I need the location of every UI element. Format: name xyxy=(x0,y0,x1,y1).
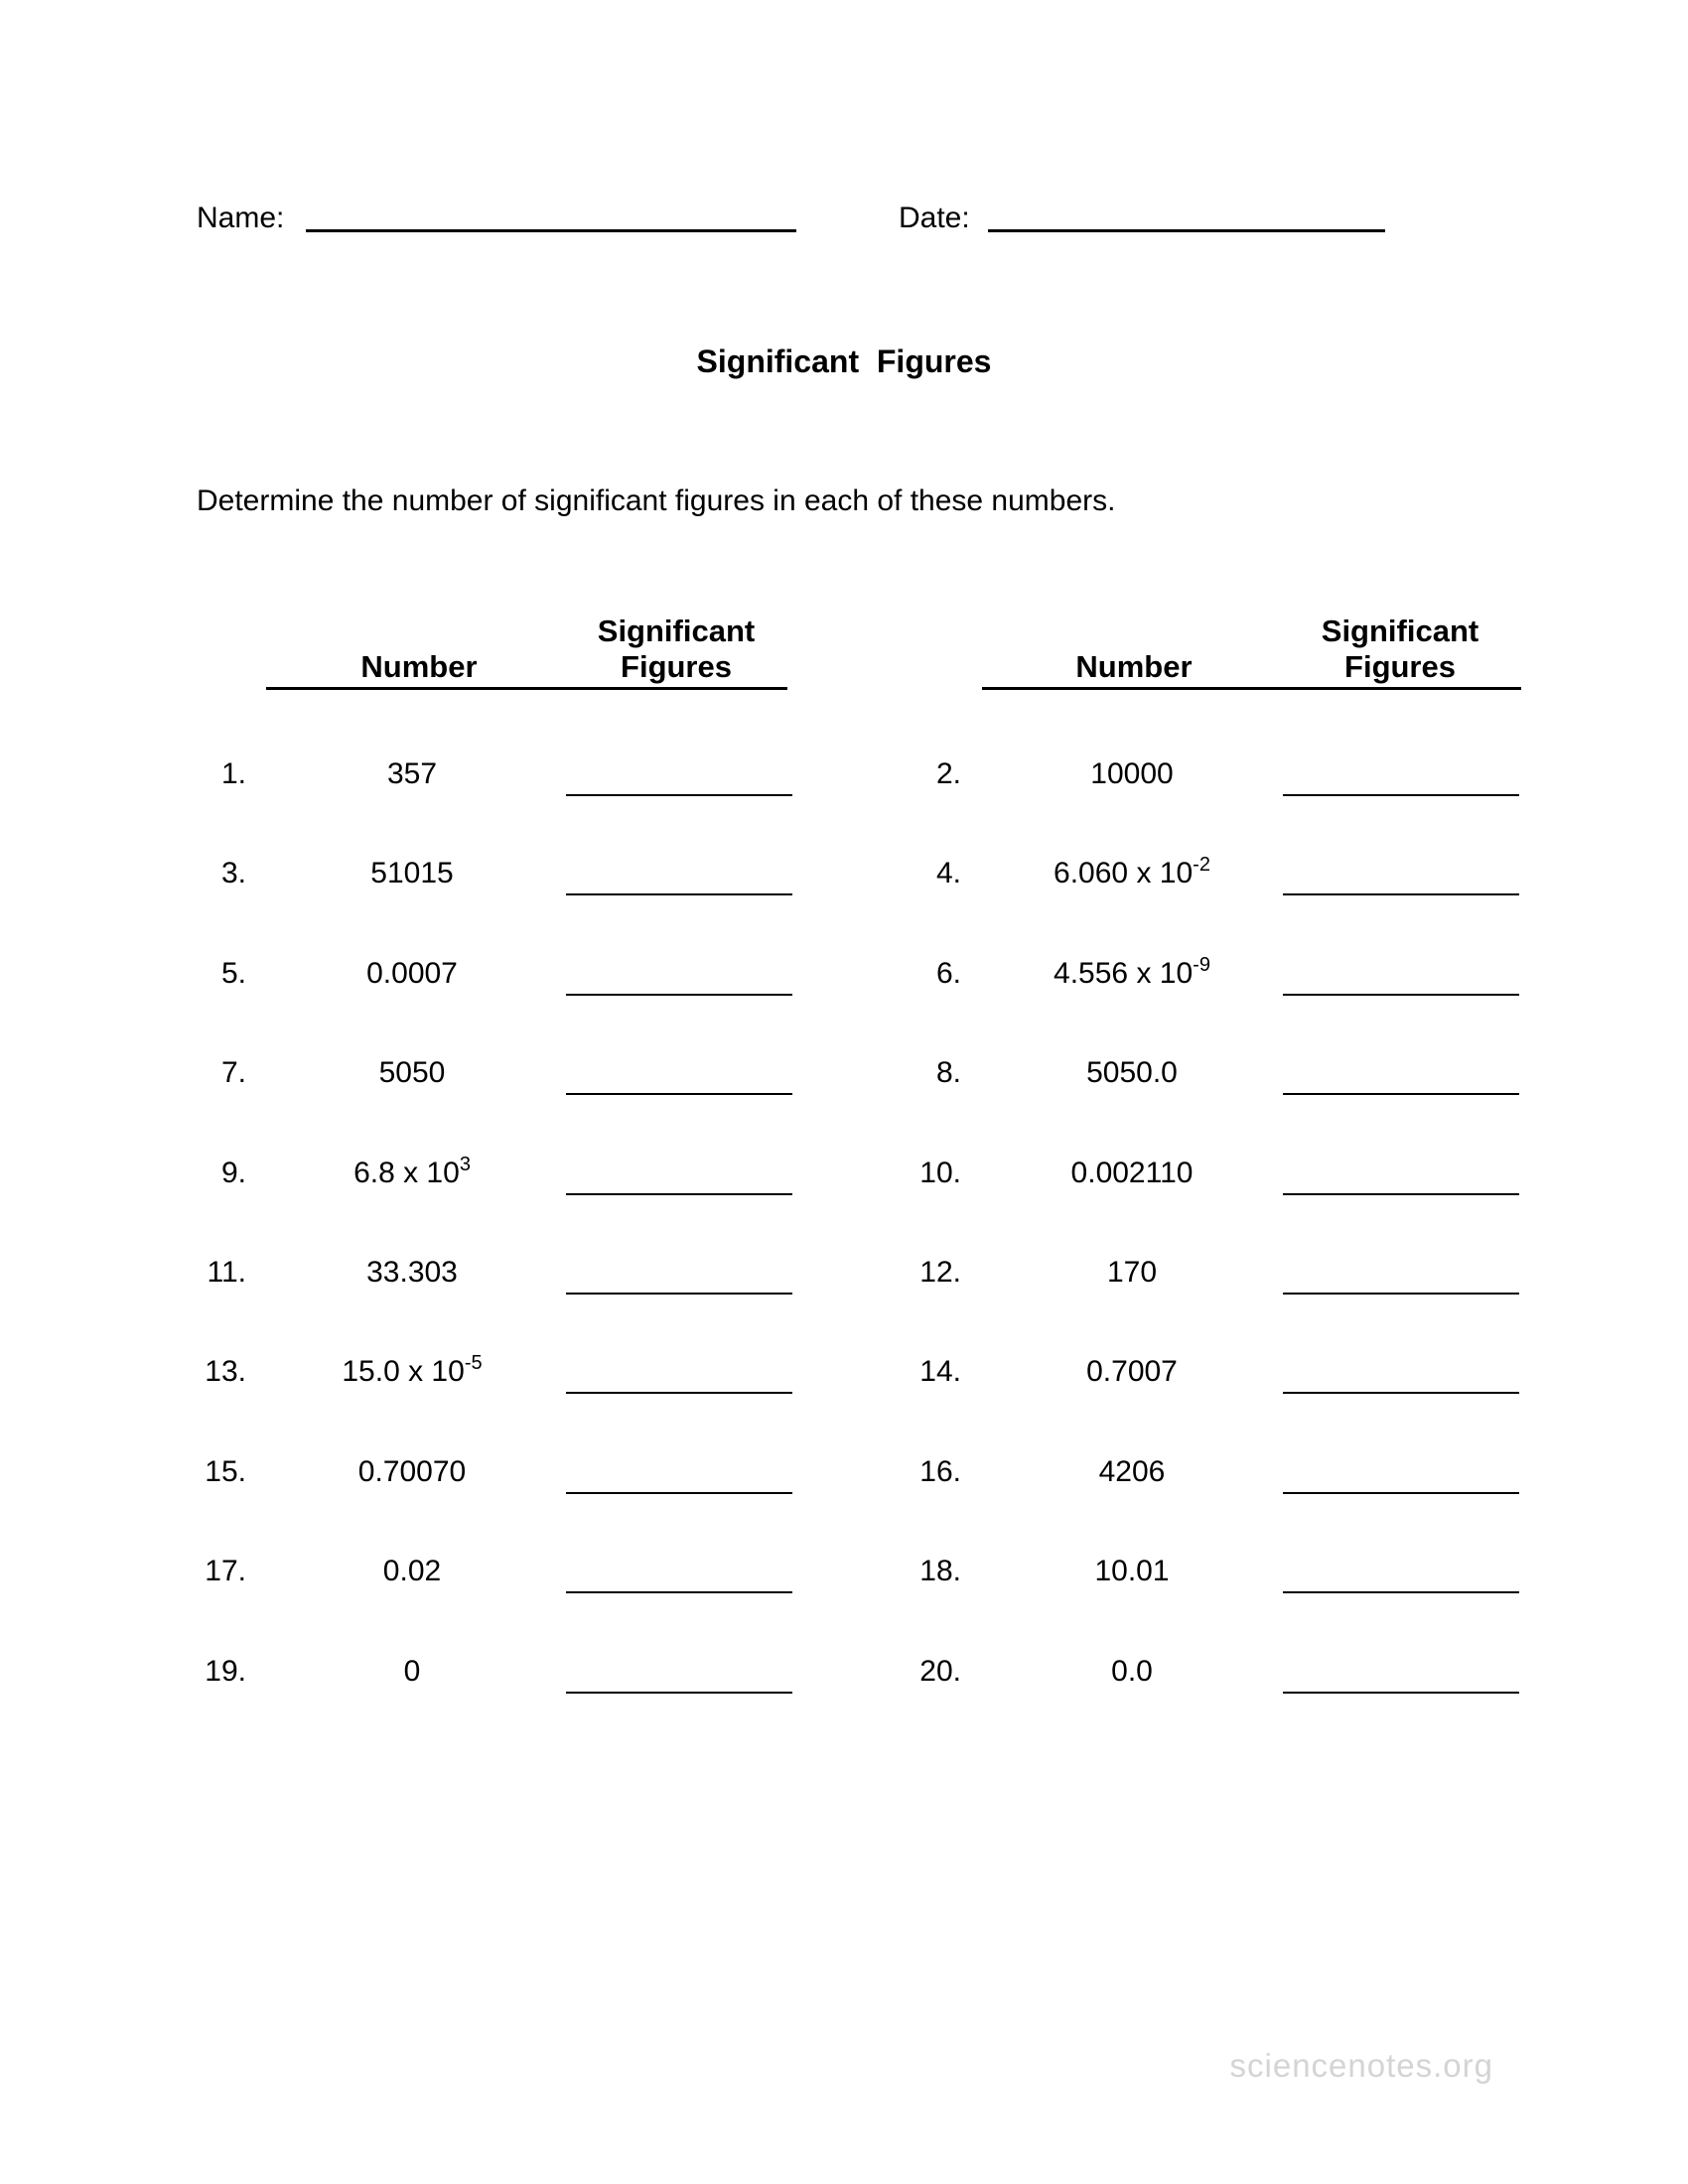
question-value: 10.01 xyxy=(1094,1555,1170,1588)
question-number: 12. xyxy=(919,1255,961,1289)
watermark-sciencenotes: sciencenotes.org xyxy=(1229,2047,1493,2084)
left-sigfig-header-line2: Figures xyxy=(621,649,732,684)
question-row-17-18: 17. 0.02 18. 10.01 xyxy=(0,1550,1688,1649)
answer-blank xyxy=(1283,1292,1519,1295)
question-value: 170 xyxy=(1106,1255,1158,1289)
answer-blank xyxy=(1283,1591,1519,1594)
question-number: 18. xyxy=(919,1555,961,1588)
right-header-rule xyxy=(982,687,1521,690)
answer-blank xyxy=(566,1192,792,1195)
question-value: 0.02 xyxy=(382,1555,442,1588)
left-header-rule xyxy=(266,687,787,690)
question-value: 0.0 xyxy=(1111,1654,1153,1688)
answer-blank xyxy=(1283,794,1519,796)
question-number: 1. xyxy=(220,757,246,790)
question-value: 33.303 xyxy=(366,1255,458,1289)
question-row-15-16: 15. 0.70070 16. 4206 xyxy=(0,1450,1688,1550)
question-value: 0.002110 xyxy=(1070,1156,1194,1189)
question-value: 10000 xyxy=(1090,757,1174,790)
question-row-11-12: 11. 33.303 12. 170 xyxy=(0,1251,1688,1350)
answer-blank xyxy=(566,893,792,896)
question-row-9-10: 9. 6.8 x 103 10. 0.002110 xyxy=(0,1152,1688,1251)
question-number: 19. xyxy=(205,1654,246,1688)
question-number: 4. xyxy=(935,857,961,890)
question-number: 14. xyxy=(919,1355,961,1389)
question-rows: 1. 357 2. 10000 3. 51015 4. 6.060 x 10-2… xyxy=(0,752,1688,1749)
page-title: Significant Figures xyxy=(696,343,992,379)
question-row-1-2: 1. 357 2. 10000 xyxy=(0,752,1688,852)
question-value: 5050.0 xyxy=(1086,1056,1178,1090)
question-number: 5. xyxy=(220,956,246,990)
question-number: 3. xyxy=(220,857,246,890)
answer-blank xyxy=(1283,1392,1519,1395)
right-number-header: Number xyxy=(1075,649,1193,684)
question-number: 16. xyxy=(919,1454,961,1488)
answer-blank xyxy=(566,993,792,996)
exponent: -5 xyxy=(464,1352,483,1375)
question-value: 5050 xyxy=(378,1056,446,1090)
answer-blank xyxy=(1283,1093,1519,1096)
right-sigfig-header-line1: Significant xyxy=(1321,614,1479,648)
question-number: 8. xyxy=(935,1056,961,1090)
answer-blank xyxy=(1283,993,1519,996)
question-number: 6. xyxy=(935,956,961,990)
answer-blank xyxy=(566,794,792,796)
question-value: 51015 xyxy=(370,857,454,890)
question-number: 17. xyxy=(205,1555,246,1588)
question-number: 9. xyxy=(220,1156,246,1189)
question-value: 0.0007 xyxy=(366,956,458,990)
right-sigfig-header-line2: Figures xyxy=(1344,649,1456,684)
exponent: -9 xyxy=(1193,953,1210,976)
question-row-3-4: 3. 51015 4. 6.060 x 10-2 xyxy=(0,852,1688,951)
question-number: 10. xyxy=(919,1156,961,1189)
question-number: 20. xyxy=(919,1654,961,1688)
instructions-text: Determine the number of significant figu… xyxy=(197,484,1116,517)
question-value: 15.0 x 10-5 xyxy=(342,1352,483,1389)
question-value: 6.060 x 10-2 xyxy=(1054,854,1210,890)
exponent: 3 xyxy=(459,1153,471,1175)
answer-blank xyxy=(1283,893,1519,896)
question-value: 0 xyxy=(403,1654,421,1688)
answer-blank xyxy=(566,1691,792,1694)
left-sigfig-header-line1: Significant xyxy=(597,614,756,648)
answer-blank xyxy=(566,1591,792,1594)
date-label: Date: xyxy=(899,202,970,234)
question-number: 2. xyxy=(935,757,961,790)
question-value: 4206 xyxy=(1098,1454,1166,1488)
question-row-7-8: 7. 5050 8. 5050.0 xyxy=(0,1051,1688,1151)
question-value: 4.556 x 10-9 xyxy=(1054,953,1210,990)
question-row-5-6: 5. 0.0007 6. 4.556 x 10-9 xyxy=(0,952,1688,1051)
question-value: 0.70070 xyxy=(357,1454,467,1488)
question-value: 0.7007 xyxy=(1086,1355,1178,1389)
answer-blank xyxy=(1283,1192,1519,1195)
answer-blank xyxy=(566,1392,792,1395)
name-label: Name: xyxy=(197,202,285,234)
answer-blank xyxy=(566,1093,792,1096)
answer-blank xyxy=(566,1491,792,1494)
name-blank-line xyxy=(306,229,796,232)
answer-blank xyxy=(1283,1491,1519,1494)
question-value: 357 xyxy=(386,757,438,790)
question-row-19-20: 19. 0 20. 0.0 xyxy=(0,1650,1688,1749)
question-value: 6.8 x 103 xyxy=(353,1153,471,1189)
left-number-header: Number xyxy=(360,649,478,684)
date-blank-line xyxy=(988,229,1385,232)
exponent: -2 xyxy=(1193,854,1210,877)
question-number: 7. xyxy=(220,1056,246,1090)
question-number: 13. xyxy=(205,1355,246,1389)
question-row-13-14: 13. 15.0 x 10-5 14. 0.7007 xyxy=(0,1350,1688,1449)
question-number: 11. xyxy=(207,1255,246,1289)
question-number: 15. xyxy=(205,1454,246,1488)
answer-blank xyxy=(566,1292,792,1295)
answer-blank xyxy=(1283,1691,1519,1694)
